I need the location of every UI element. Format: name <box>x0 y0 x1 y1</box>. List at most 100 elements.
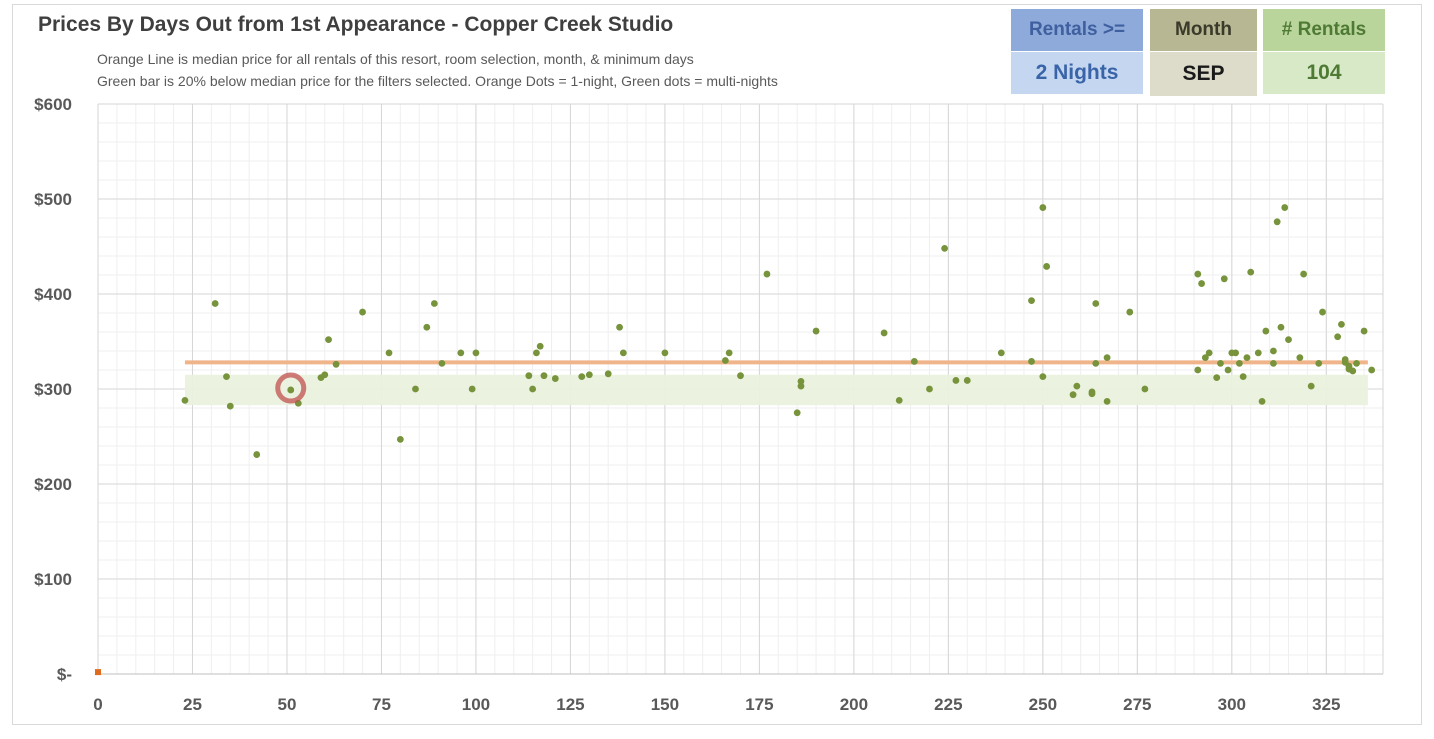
multi-night-point <box>1247 268 1255 276</box>
rentals-filter-label: Rentals >= <box>1011 9 1143 51</box>
multi-night-point <box>1194 366 1202 374</box>
multi-night-point <box>1088 390 1096 398</box>
multi-night-point <box>1028 358 1035 365</box>
multi-night-point <box>1262 327 1270 335</box>
multi-night-point <box>1368 366 1376 374</box>
multi-night-point <box>1319 308 1326 316</box>
multi-night-point <box>1217 359 1224 367</box>
multi-night-point <box>1243 354 1251 362</box>
multi-night-point <box>619 349 627 357</box>
data-points <box>95 204 1376 676</box>
multi-night-point <box>533 349 540 357</box>
multi-night-point <box>1092 300 1100 307</box>
multi-night-point <box>1334 333 1342 341</box>
multi-night-point <box>721 357 729 364</box>
multi-night-point <box>359 308 366 316</box>
multi-night-point <box>430 300 438 307</box>
multi-night-point <box>332 360 340 368</box>
multi-night-point <box>396 435 404 443</box>
multi-night-point <box>997 349 1005 357</box>
multi-night-point <box>585 371 593 379</box>
multi-night-point <box>1353 359 1360 367</box>
multi-night-point <box>1198 280 1205 287</box>
multi-night-point <box>1073 382 1081 390</box>
multi-night-point <box>910 358 918 365</box>
multi-night-point <box>1043 263 1051 270</box>
multi-night-point <box>1338 321 1345 328</box>
multi-night-point <box>1213 374 1221 381</box>
multi-night-point <box>1281 204 1289 211</box>
multi-night-point <box>423 323 431 331</box>
multi-night-point <box>472 349 480 357</box>
multi-night-point <box>1315 359 1323 367</box>
multi-night-point <box>253 451 261 458</box>
multi-night-point <box>226 402 234 410</box>
x-tick-label: 225 <box>934 695 962 714</box>
y-axis-tick-labels: $- $100 $200 $300 $400 $500 $600 <box>34 95 72 684</box>
y-tick-label: $- <box>57 665 72 684</box>
multi-night-point <box>1235 359 1243 367</box>
multi-night-point <box>321 371 329 379</box>
y-tick-label: $200 <box>34 475 72 494</box>
multi-night-point <box>725 349 733 357</box>
y-tick-label: $400 <box>34 285 72 304</box>
one-night-point <box>95 669 101 676</box>
multi-night-point <box>1360 327 1368 335</box>
multi-night-point <box>1300 270 1308 278</box>
chart-frame <box>12 4 1422 725</box>
multi-night-point <box>287 386 295 394</box>
multi-night-point <box>763 270 771 278</box>
rentals-filter-value[interactable]: 2 Nights <box>1011 52 1143 94</box>
multi-night-point <box>895 397 903 404</box>
multi-night-point <box>211 300 219 307</box>
multi-night-point <box>412 385 419 393</box>
y-tick-label: $500 <box>34 190 72 209</box>
x-tick-label: 25 <box>183 695 202 714</box>
x-tick-label: 150 <box>651 695 679 714</box>
multi-night-point <box>1269 359 1277 367</box>
x-tick-label: 125 <box>556 695 584 714</box>
highlight-ring <box>275 372 307 404</box>
chart-title: Prices By Days Out from 1st Appearance -… <box>38 13 674 36</box>
rental-count-value: 104 <box>1263 52 1385 94</box>
month-filter-value[interactable]: SEP <box>1150 52 1257 96</box>
x-axis-tick-labels: 0 25 50 75 100 125 150 175 200 225 250 275 300 325 <box>93 695 1340 714</box>
multi-night-point <box>941 245 948 252</box>
multi-night-point <box>1069 391 1077 399</box>
y-tick-label: $100 <box>34 570 72 589</box>
multi-night-point <box>529 385 537 393</box>
multi-night-point <box>438 359 446 367</box>
multi-night-point <box>1269 347 1277 355</box>
x-tick-label: 50 <box>278 695 297 714</box>
multi-night-point <box>1092 359 1100 367</box>
y-tick-label: $600 <box>34 95 72 114</box>
x-tick-label: 275 <box>1123 695 1151 714</box>
multi-night-point <box>536 342 544 350</box>
multi-night-point <box>963 377 971 384</box>
chart-subtitle-line-1: Orange Line is median price for all rent… <box>97 51 694 67</box>
multi-night-point <box>1220 275 1228 283</box>
multi-night-point <box>1349 367 1357 375</box>
multi-night-point <box>926 385 933 393</box>
multi-night-point <box>578 373 586 381</box>
multi-night-point <box>1307 382 1315 390</box>
multi-night-point <box>1205 349 1213 357</box>
multi-night-point <box>661 349 669 357</box>
multi-night-point <box>1277 323 1285 331</box>
multi-night-point <box>181 397 189 404</box>
x-tick-label: 300 <box>1218 695 1246 714</box>
multi-night-point <box>468 385 476 393</box>
multi-night-point <box>737 372 744 380</box>
multi-night-point <box>1258 397 1266 405</box>
multi-night-point <box>1254 349 1262 357</box>
multi-night-point <box>1028 297 1035 305</box>
multi-night-point <box>812 327 820 335</box>
multi-night-point <box>1039 204 1047 211</box>
multi-night-point <box>604 370 612 378</box>
multi-night-point <box>793 409 801 417</box>
chart-subtitle-line-2: Green bar is 20% below median price for … <box>97 73 778 89</box>
highlight-layer <box>275 372 307 404</box>
multi-night-point <box>1273 218 1281 226</box>
rental-count-label: # Rentals <box>1263 9 1385 51</box>
multi-night-point <box>1285 336 1292 343</box>
